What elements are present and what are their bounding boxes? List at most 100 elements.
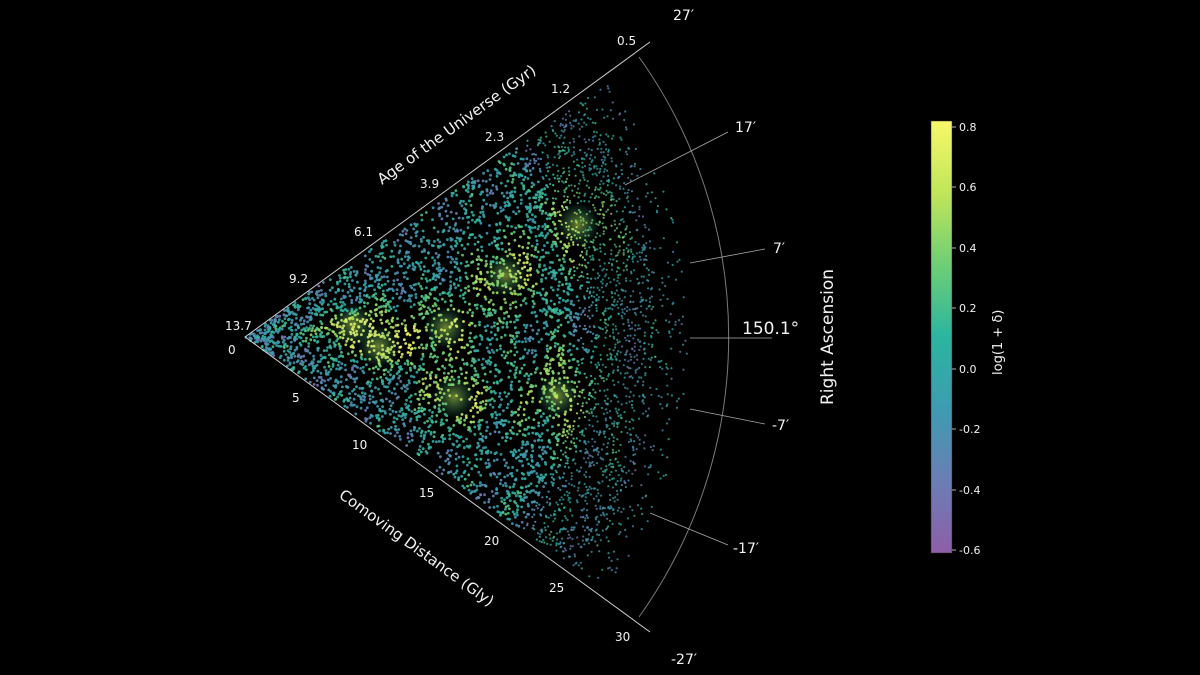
galaxy-point	[675, 278, 678, 281]
galaxy-point	[458, 239, 462, 243]
galaxy-point	[625, 150, 628, 153]
galaxy-point	[421, 355, 425, 358]
galaxy-point	[354, 273, 358, 277]
galaxy-point	[609, 410, 612, 413]
galaxy-point	[605, 189, 608, 192]
galaxy-point	[617, 251, 620, 254]
galaxy-point	[375, 278, 379, 281]
galaxy-point	[458, 279, 462, 282]
galaxy-point	[568, 491, 571, 495]
galaxy-point	[421, 229, 425, 233]
galaxy-point	[403, 319, 406, 322]
galaxy-point	[422, 397, 425, 400]
galaxy-point	[421, 440, 425, 444]
galaxy-point	[358, 395, 362, 398]
galaxy-point	[363, 279, 367, 283]
galaxy-point	[402, 271, 406, 275]
galaxy-point	[556, 503, 560, 506]
galaxy-point	[614, 343, 617, 346]
galaxy-point	[594, 135, 597, 138]
galaxy-point	[558, 136, 561, 139]
galaxy-point	[396, 362, 399, 366]
galaxy-point	[566, 198, 569, 201]
galaxy-point	[513, 199, 517, 203]
galaxy-point	[368, 401, 371, 405]
galaxy-point	[523, 434, 527, 437]
galaxy-point	[497, 171, 501, 174]
galaxy-point	[618, 522, 621, 525]
galaxy-point	[359, 367, 363, 370]
galaxy-point	[422, 412, 426, 416]
galaxy-point	[506, 402, 510, 406]
galaxy-point	[499, 513, 502, 517]
galaxy-point	[418, 265, 422, 268]
galaxy-point	[595, 195, 598, 198]
galaxy-point	[448, 453, 451, 457]
galaxy-point	[607, 485, 610, 488]
galaxy-point	[658, 288, 661, 291]
galaxy-point	[520, 367, 524, 370]
galaxy-point	[506, 224, 510, 228]
galaxy-point	[502, 424, 505, 427]
galaxy-point	[602, 267, 605, 270]
galaxy-point	[477, 255, 480, 258]
galaxy-point	[479, 221, 483, 225]
galaxy-point	[549, 338, 553, 341]
galaxy-point	[519, 193, 523, 197]
galaxy-point	[427, 395, 430, 398]
galaxy-point	[609, 355, 613, 359]
galaxy-point	[474, 382, 478, 385]
galaxy-point	[602, 230, 606, 233]
galaxy-point	[588, 463, 592, 466]
galaxy-point	[604, 284, 608, 287]
galaxy-point	[386, 319, 389, 323]
galaxy-point	[544, 251, 548, 255]
galaxy-point	[512, 364, 515, 368]
galaxy-point	[514, 300, 517, 304]
galaxy-point	[540, 212, 544, 215]
galaxy-point	[473, 425, 477, 429]
galaxy-point	[565, 314, 569, 318]
galaxy-point	[682, 343, 685, 346]
galaxy-point	[300, 355, 303, 358]
galaxy-point	[570, 127, 573, 130]
galaxy-point	[546, 445, 549, 449]
galaxy-point	[465, 371, 468, 374]
galaxy-point	[516, 491, 520, 495]
galaxy-point	[551, 484, 555, 487]
galaxy-point	[544, 481, 547, 485]
galaxy-point	[579, 371, 582, 374]
galaxy-point	[504, 204, 508, 207]
galaxy-point	[518, 429, 522, 433]
galaxy-point	[526, 522, 529, 525]
galaxy-point	[301, 339, 305, 343]
galaxy-point	[485, 380, 489, 384]
galaxy-point	[619, 372, 622, 375]
galaxy-point	[473, 324, 477, 328]
galaxy-point	[269, 321, 273, 325]
galaxy-point	[379, 318, 383, 322]
galaxy-point	[473, 367, 477, 370]
galaxy-point	[479, 280, 482, 284]
galaxy-point	[486, 193, 489, 197]
galaxy-point	[410, 314, 414, 318]
galaxy-point	[317, 289, 321, 293]
galaxy-point	[468, 461, 471, 464]
galaxy-point	[606, 169, 609, 172]
galaxy-point	[600, 514, 603, 517]
galaxy-point	[521, 157, 525, 161]
galaxy-point	[578, 135, 581, 138]
galaxy-point	[613, 243, 616, 246]
galaxy-point	[476, 495, 480, 499]
galaxy-point	[551, 243, 554, 247]
galaxy-point	[617, 350, 620, 353]
galaxy-point	[380, 310, 384, 314]
galaxy-point	[642, 441, 646, 444]
galaxy-point	[504, 439, 508, 443]
galaxy-point	[257, 338, 261, 341]
galaxy-point	[611, 296, 614, 299]
galaxy-point	[596, 488, 599, 491]
galaxy-point	[569, 545, 572, 548]
galaxy-point	[352, 397, 356, 401]
galaxy-point	[600, 191, 603, 194]
